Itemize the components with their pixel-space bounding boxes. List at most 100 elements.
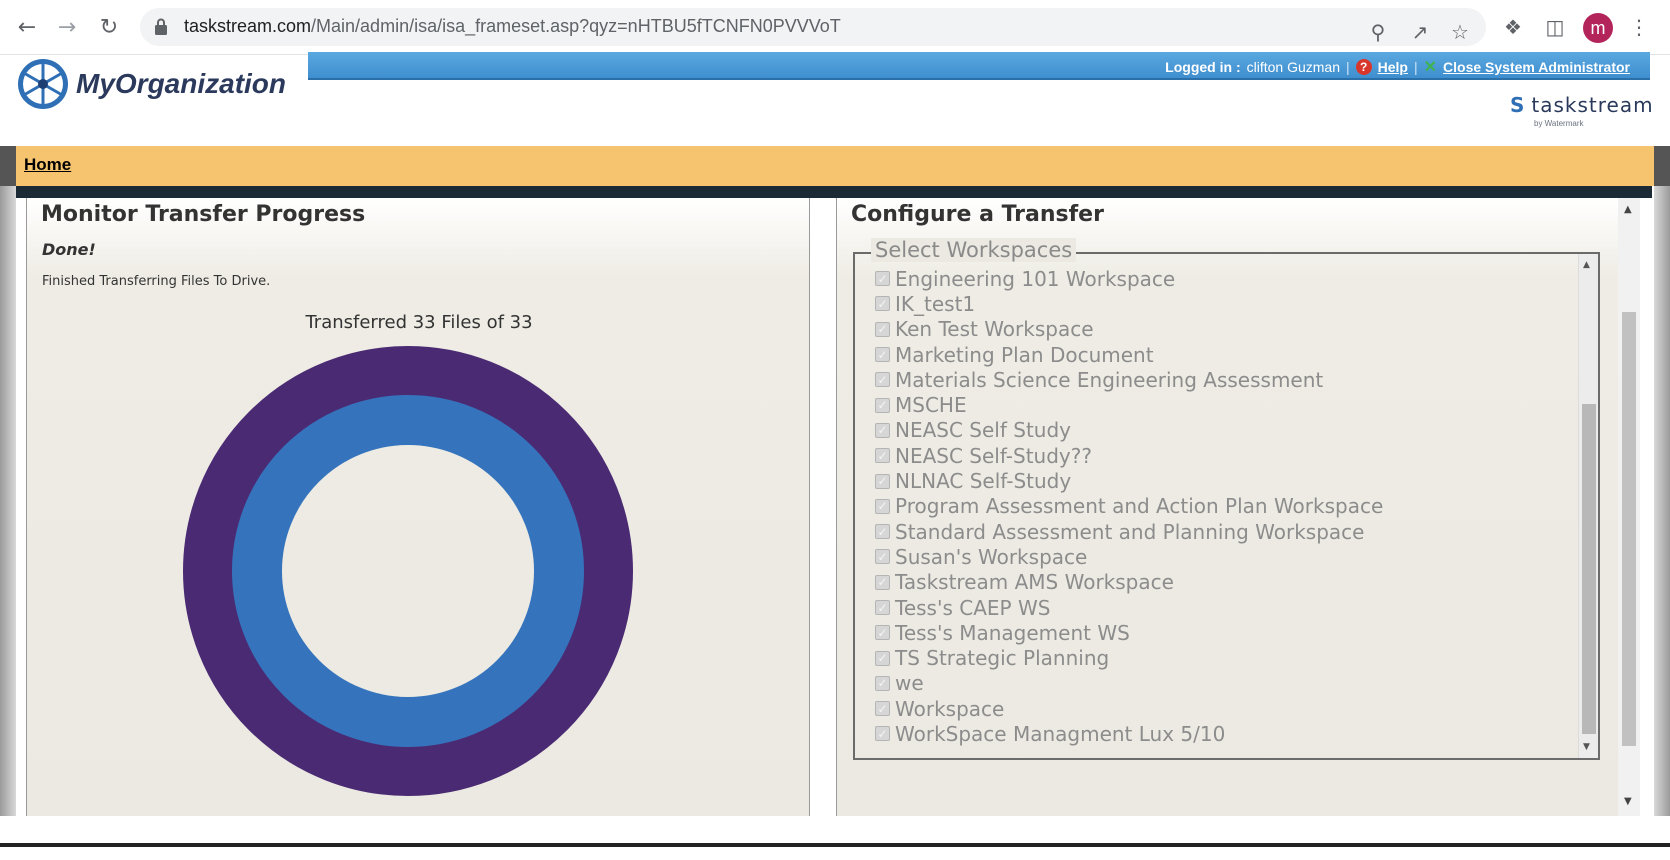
page-scrollbar[interactable]: ▲ ▼ <box>1618 198 1640 816</box>
logged-in-label: Logged in : <box>1165 59 1241 75</box>
reload-icon[interactable]: ↻ <box>99 14 119 40</box>
user-info: Logged in : clifton Guzman | ? Help | ✕ … <box>1165 57 1630 77</box>
side-panel-icon[interactable]: ◫ <box>1545 15 1565 39</box>
workspace-item: ✓ Engineering 101 Workspace <box>875 266 1575 291</box>
workspace-item: ✓ we <box>875 671 1575 696</box>
org-brand-name: MyOrganization <box>76 68 287 99</box>
progress-donut <box>183 346 633 796</box>
scroll-thumb[interactable] <box>1582 404 1596 734</box>
forward-icon[interactable]: → <box>57 14 77 40</box>
workspace-label: Susan's Workspace <box>895 544 1088 569</box>
progress-label: Transferred 33 Files of 33 <box>305 312 533 333</box>
extensions-icon[interactable]: ❖ <box>1504 15 1522 39</box>
transfer-message: Finished Transferring Files To Drive. <box>42 274 271 289</box>
configure-title: Configure a Transfer <box>851 202 1104 227</box>
workspace-checkbox[interactable]: ✓ <box>875 675 890 691</box>
workspace-item: ✓ Marketing Plan Document <box>875 342 1575 367</box>
profile-avatar[interactable]: m <box>1583 13 1613 43</box>
scroll-down-icon[interactable]: ▼ <box>1583 742 1590 752</box>
workspace-item: ✓ Workspace <box>875 696 1575 721</box>
divider: | <box>1413 59 1418 75</box>
workspace-item: ✓ Program Assessment and Action Plan Work… <box>875 494 1575 519</box>
transfer-status: Done! <box>42 240 96 259</box>
monitor-title: Monitor Transfer Progress <box>41 202 366 227</box>
workspace-label: IK_test1 <box>895 291 976 316</box>
bottom-edge <box>0 843 1670 847</box>
workspace-checkbox[interactable]: ✓ <box>875 397 890 413</box>
help-icon[interactable]: ? <box>1355 59 1372 75</box>
scroll-up-icon[interactable]: ▲ <box>1583 260 1590 270</box>
workspace-item: ✓ Susan's Workspace <box>875 544 1575 569</box>
snowflake-logo-icon <box>18 59 68 109</box>
taskstream-sub: by Watermark <box>1534 119 1584 128</box>
workspace-item: ✓ Ken Test Workspace <box>875 317 1575 342</box>
workspace-item: ✓ Tess's Management WS <box>875 620 1575 645</box>
url-domain: taskstream.com <box>184 16 312 36</box>
taskstream-name: taskstream <box>1531 93 1654 117</box>
divider: | <box>1345 59 1350 75</box>
scroll-thumb[interactable] <box>1622 312 1636 746</box>
workspace-checkbox[interactable]: ✓ <box>875 600 890 615</box>
workspace-label: NEASC Self-Study?? <box>895 443 1092 468</box>
workspace-checkbox[interactable]: ✓ <box>875 701 890 717</box>
address-bar[interactable]: taskstream.com/Main/admin/isa/isa_frames… <box>140 8 1486 46</box>
workspace-item: ✓ TS Strategic Planning <box>875 645 1575 670</box>
workspace-checkbox[interactable]: ✓ <box>875 271 890 287</box>
workspace-item: ✓ Standard Assessment and Planning Worksp… <box>875 519 1575 544</box>
url-path: /Main/admin/isa/isa_frameset.asp?qyz=nHT… <box>311 16 841 36</box>
nav-strip: Home <box>0 146 1670 186</box>
workspace-item: ✓ Materials Science Engineering Assessmen… <box>875 367 1575 392</box>
menu-icon[interactable]: ⋮ <box>1629 15 1649 39</box>
workspace-checkbox[interactable]: ✓ <box>875 321 890 337</box>
workspace-label: Standard Assessment and Planning Workspa… <box>895 519 1365 544</box>
workspace-checkbox[interactable]: ✓ <box>875 372 890 388</box>
workspace-label: we <box>895 671 924 696</box>
lock-icon <box>155 18 167 35</box>
taskstream-mark-icon: Ѕ <box>1510 93 1526 117</box>
workspace-label: Materials Science Engineering Assessment <box>895 367 1324 392</box>
workspace-checkbox[interactable]: ✓ <box>875 422 890 438</box>
workspace-label: Workspace <box>895 696 1005 721</box>
back-icon[interactable]: ← <box>17 14 37 40</box>
workspace-checkbox[interactable]: ✓ <box>875 524 890 540</box>
workspace-item: ✓ NLNAC Self-Study <box>875 468 1575 493</box>
browser-toolbar: ← → ↻ taskstream.com/Main/admin/isa/isa_… <box>0 0 1670 55</box>
workspace-label: TS Strategic Planning <box>895 646 1110 671</box>
workspace-checkbox[interactable]: ✓ <box>875 574 890 590</box>
workspace-list: ✓ Engineering 101 Workspace ✓ IK_test1 ✓ Ken … <box>875 266 1575 747</box>
star-icon[interactable]: ☆ <box>1451 20 1469 44</box>
workspace-checkbox[interactable]: ✓ <box>875 448 890 464</box>
workspace-checkbox[interactable]: ✓ <box>875 296 890 312</box>
org-logo: MyOrganization <box>14 56 286 112</box>
workspace-label: Marketing Plan Document <box>895 342 1154 367</box>
frame-border-right <box>1654 186 1670 816</box>
key-icon[interactable]: ⚲ <box>1370 20 1386 44</box>
help-link[interactable]: Help <box>1377 59 1408 75</box>
divider-bar <box>16 186 1652 198</box>
url-text: taskstream.com/Main/admin/isa/isa_frames… <box>184 16 841 37</box>
scroll-up-icon[interactable]: ▲ <box>1624 204 1632 215</box>
workspace-checkbox[interactable]: ✓ <box>875 650 890 666</box>
workspace-label: Tess's Management WS <box>895 620 1130 645</box>
workspace-item: ✓ Taskstream AMS Workspace <box>875 570 1575 595</box>
workspace-legend: Select Workspaces <box>871 238 1077 262</box>
workspace-checkbox[interactable]: ✓ <box>875 625 890 641</box>
workspace-checkbox[interactable]: ✓ <box>875 726 890 742</box>
close-icon[interactable]: ✕ <box>1423 59 1438 76</box>
workspace-item: ✓ MSCHE <box>875 392 1575 417</box>
workspace-checkbox[interactable]: ✓ <box>875 549 890 565</box>
share-icon[interactable]: ↗ <box>1411 20 1429 44</box>
workspace-checkbox[interactable]: ✓ <box>875 498 890 514</box>
workspace-item: ✓ NEASC Self-Study?? <box>875 443 1575 468</box>
home-link[interactable]: Home <box>24 155 72 174</box>
scroll-down-icon[interactable]: ▼ <box>1624 796 1632 807</box>
workspace-label: Taskstream AMS Workspace <box>895 570 1174 595</box>
workspace-label: MSCHE <box>895 393 967 418</box>
close-system-admin-link[interactable]: Close System Administrator <box>1443 59 1630 75</box>
monitor-panel: Monitor Transfer Progress Done! Finished… <box>26 198 810 816</box>
workspace-scrollbar[interactable]: ▲ ▼ <box>1578 254 1598 758</box>
workspace-checkbox[interactable]: ✓ <box>875 347 890 363</box>
donut-outer-ring <box>183 346 633 796</box>
workspace-checkbox[interactable]: ✓ <box>875 473 890 489</box>
